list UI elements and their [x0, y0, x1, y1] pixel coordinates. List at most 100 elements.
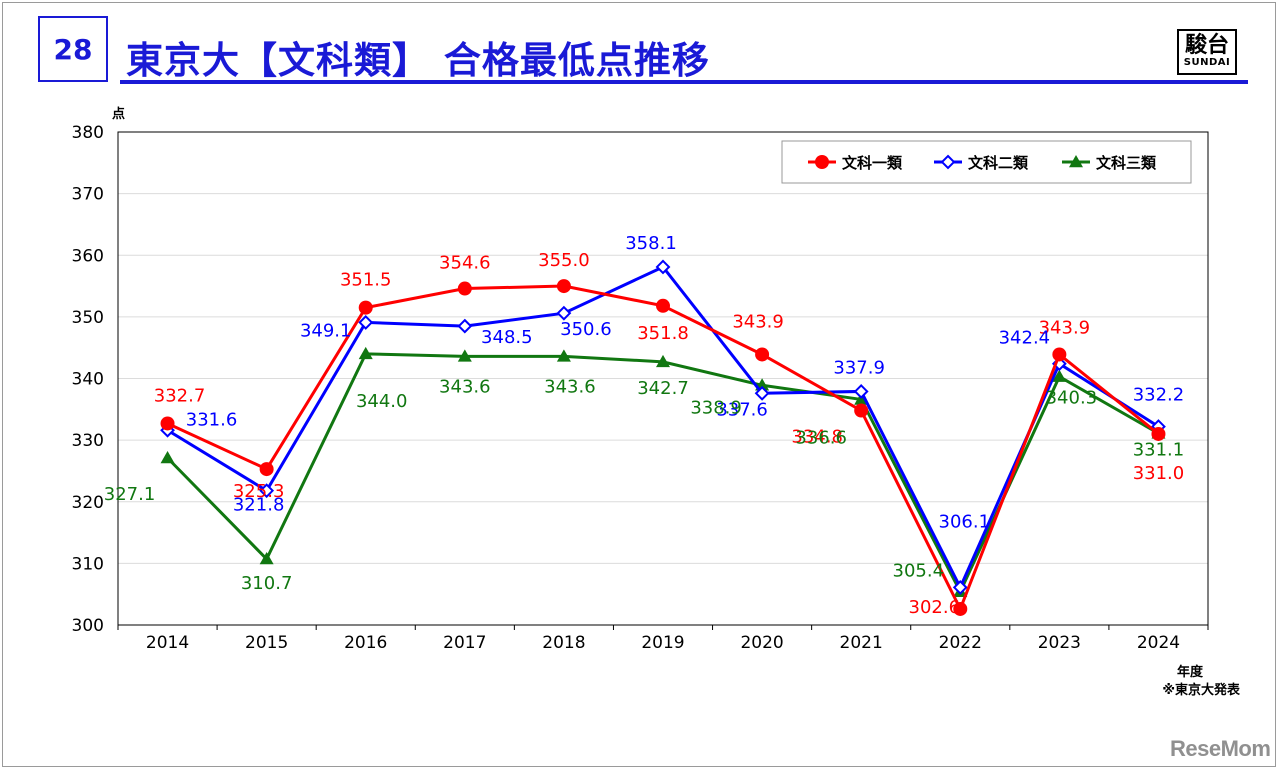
x-tick-label: 2017: [443, 633, 486, 653]
data-label-1: 351.5: [340, 270, 392, 291]
data-label-1: 351.8: [637, 323, 689, 344]
slide-number-text: 28: [53, 32, 93, 66]
data-point-2: [853, 384, 869, 399]
data-label-3: 331.1: [1133, 439, 1185, 460]
data-label-1: 354.6: [439, 253, 491, 274]
data-label-2: 337.9: [833, 357, 885, 378]
x-tick-label: 2018: [542, 633, 585, 653]
plot-area-frame: [117, 131, 1209, 626]
data-label-1: 334.8: [791, 427, 843, 448]
x-tick-label: 2020: [740, 633, 783, 653]
slide-number: 28: [38, 16, 108, 82]
legend: 文科一類 文科二類 文科三類: [781, 140, 1192, 184]
data-label-3: 343.6: [439, 376, 491, 397]
y-tick-label: 380: [72, 123, 104, 143]
data-label-1: 355.0: [538, 250, 590, 271]
data-point-1: [656, 298, 670, 313]
data-point-1: [556, 279, 571, 294]
x-tick-label: 2022: [939, 633, 982, 653]
x-tick-label: 2021: [840, 633, 883, 653]
data-label-2: 358.1: [625, 233, 677, 254]
resemom-watermark: ReseMom: [1170, 736, 1271, 761]
data-point-1: [358, 300, 373, 315]
data-label-2: 348.5: [481, 327, 533, 348]
legend-marker: [1069, 155, 1083, 168]
data-point-1: [1151, 426, 1166, 441]
legend-entry-label: 文科三類: [1096, 154, 1157, 172]
x-tick-label: 2015: [245, 633, 288, 653]
data-label-1: 343.9: [732, 311, 784, 332]
legend-marker: [815, 155, 829, 169]
y-tick-label: 330: [72, 431, 104, 451]
series-layer: [160, 259, 1166, 616]
data-label-2: 306.1: [939, 511, 991, 532]
data-label-3: 342.7: [637, 378, 689, 399]
legend-marker: [940, 154, 956, 170]
data-label-2: 349.1: [300, 320, 352, 341]
data-label-3: 344.0: [356, 391, 408, 412]
data-point-1: [953, 601, 968, 616]
x-axis: 2014 2015 2016 2017 2018 2019 2020 2021 2022 2023…: [117, 625, 1209, 653]
data-label-2: 321.8: [233, 495, 285, 516]
data-point-3: [556, 349, 571, 362]
data-labels-layer: 332.7 325.3 351.5 354.6 355.0 351.8 343.9 334.8…: [104, 233, 1184, 618]
data-label-2: 331.6: [186, 409, 238, 430]
x-axis-label: 年度: [1177, 664, 1204, 680]
x-tick-label: 2014: [146, 633, 189, 653]
x-tick-label: 2019: [641, 633, 684, 653]
data-point-1: [1052, 347, 1067, 362]
x-tick-label: 2023: [1038, 633, 1081, 653]
data-label-1: 325.3: [233, 481, 285, 502]
y-tick-label: 370: [72, 185, 104, 205]
data-label-1: 331.0: [1133, 463, 1185, 484]
data-point-2: [754, 385, 770, 401]
data-point-1: [755, 347, 770, 362]
source-note: ※東京大発表: [1162, 682, 1241, 698]
data-label-2: 337.6: [716, 399, 768, 420]
x-tick-label: 2016: [344, 633, 387, 653]
data-point-3: [259, 552, 274, 565]
data-label-2: 332.2: [1133, 385, 1185, 406]
data-point-3: [1052, 369, 1067, 382]
data-point-1: [259, 462, 274, 477]
data-label-3: 310.7: [241, 573, 293, 594]
data-point-3: [358, 346, 373, 360]
data-point-1: [854, 403, 869, 418]
y-axis-unit-label: 点: [112, 106, 125, 122]
data-point-2: [457, 318, 473, 334]
y-tick-label: 340: [72, 370, 104, 390]
data-point-1: [160, 416, 175, 431]
data-label-1: 302.6: [909, 597, 961, 618]
data-label-3: 336.6: [795, 427, 847, 448]
data-label-1: 332.7: [154, 385, 206, 406]
data-point-2: [952, 579, 968, 595]
data-label-1: 343.9: [1039, 317, 1091, 338]
data-point-2: [556, 305, 572, 321]
data-point-3: [656, 354, 670, 368]
y-tick-label: 300: [72, 616, 104, 636]
data-point-2: [259, 483, 275, 499]
data-point-3: [457, 349, 472, 362]
data-point-2: [655, 259, 671, 275]
y-tick-label: 320: [72, 493, 104, 513]
data-label-3: 338.9: [690, 397, 742, 418]
y-tick-label: 310: [72, 554, 104, 574]
legend-entry-label: 文科一類: [842, 154, 903, 172]
data-point-3: [160, 450, 175, 464]
sundai-logo: 駿台 SUNDAI: [1177, 29, 1237, 75]
x-tick-label: 2024: [1137, 633, 1180, 653]
legend-box: [781, 140, 1192, 184]
series-line-2: [166, 265, 1160, 591]
logo-sub-text: SUNDAI: [1183, 57, 1231, 68]
y-axis: 300 310 320 330 340 350 360 370 380: [72, 123, 104, 636]
data-label-3: 343.6: [544, 376, 596, 397]
data-label-2: 342.4: [999, 328, 1051, 349]
title-underline: [120, 80, 1248, 84]
legend-entry-label: 文科二類: [968, 154, 1029, 172]
data-label-3: 305.4: [893, 561, 945, 582]
data-point-1: [457, 281, 472, 296]
y-tick-label: 350: [72, 308, 104, 328]
logo-main-text: 駿台: [1184, 33, 1229, 58]
